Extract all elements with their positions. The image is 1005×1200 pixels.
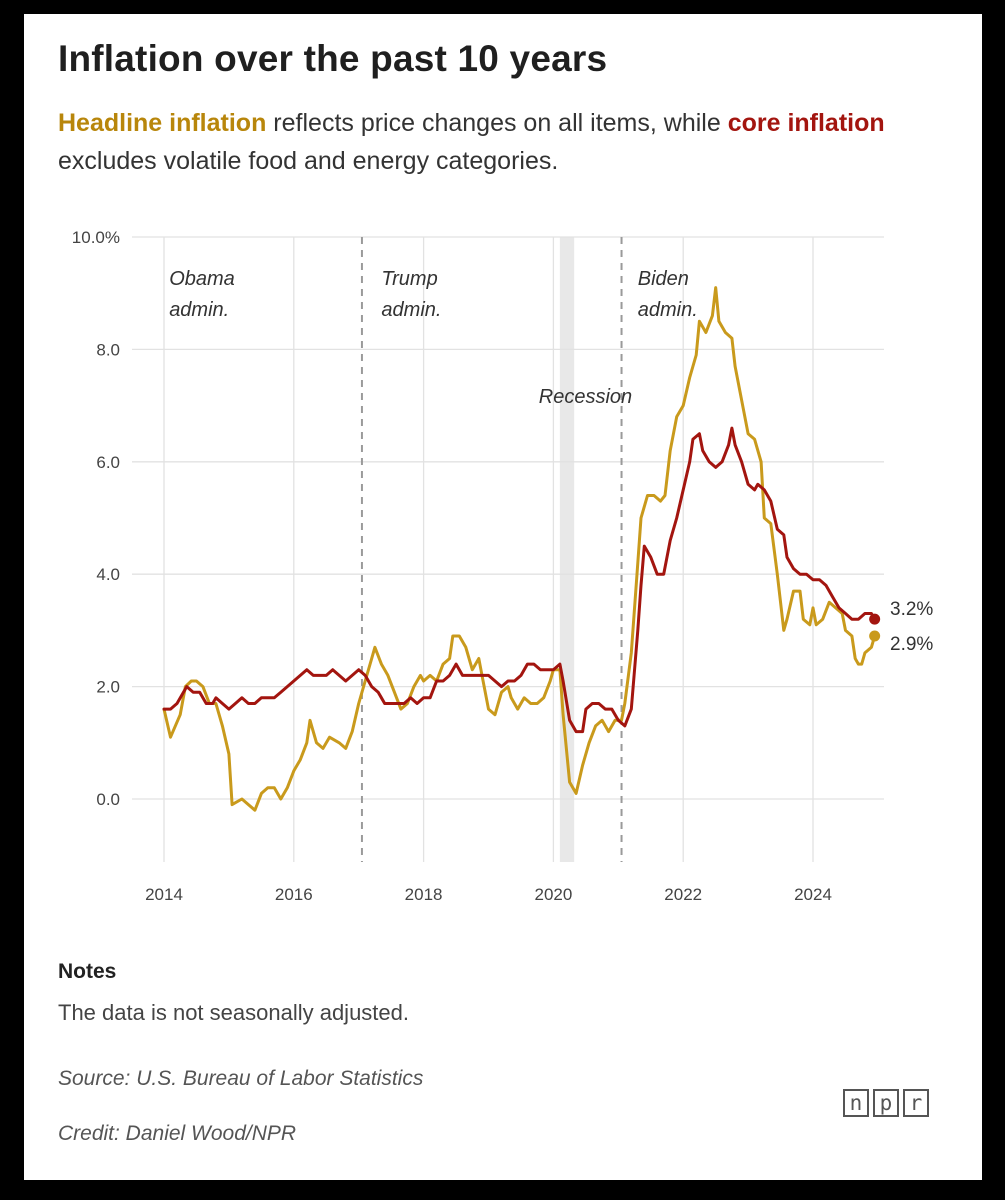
npr-logo-r: r (903, 1089, 929, 1117)
source-text: Source: U.S. Bureau of Labor Statistics (58, 1067, 424, 1090)
y-tick-label: 2.0 (96, 678, 120, 697)
npr-logo-n: n (843, 1089, 869, 1117)
y-tick-label: 8.0 (96, 340, 120, 359)
x-tick-label: 2024 (794, 885, 832, 904)
x-tick-label: 2022 (664, 885, 702, 904)
admin-label: Trump (381, 268, 437, 290)
y-tick-label: 10.0% (72, 228, 120, 247)
admin-label-line2: admin. (638, 299, 698, 321)
chart-title: Inflation over the past 10 years (58, 38, 608, 79)
subtitle-text-mid: reflects price changes on all items, whi… (266, 109, 728, 137)
npr-logo-p: p (873, 1089, 899, 1117)
admin-label-line2: admin. (381, 299, 441, 321)
notes-text: The data is not seasonally adjusted. (58, 1000, 410, 1025)
notes-heading: Notes (58, 960, 117, 983)
core-inflation-line (162, 426, 877, 734)
npr-logo: n p r (843, 1089, 929, 1117)
core-inflation-key: core inflation (727, 109, 885, 137)
chart-subtitle: Headline inflation reflects price change… (58, 104, 958, 180)
x-tick-label: 2020 (534, 885, 572, 904)
core-end-label: 3.2% (890, 599, 933, 620)
subtitle-text-end: excludes volatile food and energy catego… (58, 147, 559, 175)
headline-end-dot (869, 630, 881, 642)
x-tick-label: 2016 (275, 885, 313, 904)
headline-end-label: 2.9% (890, 634, 933, 655)
core-end-dot (869, 613, 881, 625)
headline-inflation-key: Headline inflation (58, 109, 267, 137)
admin-label: Obama (169, 268, 235, 290)
inflation-line-chart: 10.0% 8.0 6.0 4.0 2.0 0.0 2014 2016 2018 2020 2022… (72, 228, 934, 904)
y-tick-label: 4.0 (96, 565, 120, 584)
x-tick-label: 2014 (145, 885, 183, 904)
admin-label-line2: admin. (169, 299, 229, 321)
recession-label: Recession (539, 386, 632, 408)
credit-text: Credit: Daniel Wood/NPR (58, 1122, 297, 1145)
x-tick-label: 2018 (405, 885, 443, 904)
chart-card (24, 14, 982, 1180)
admin-label: Biden (638, 268, 689, 290)
y-tick-label: 6.0 (96, 453, 120, 472)
headline-inflation-line (162, 286, 877, 812)
y-tick-label: 0.0 (96, 790, 120, 809)
